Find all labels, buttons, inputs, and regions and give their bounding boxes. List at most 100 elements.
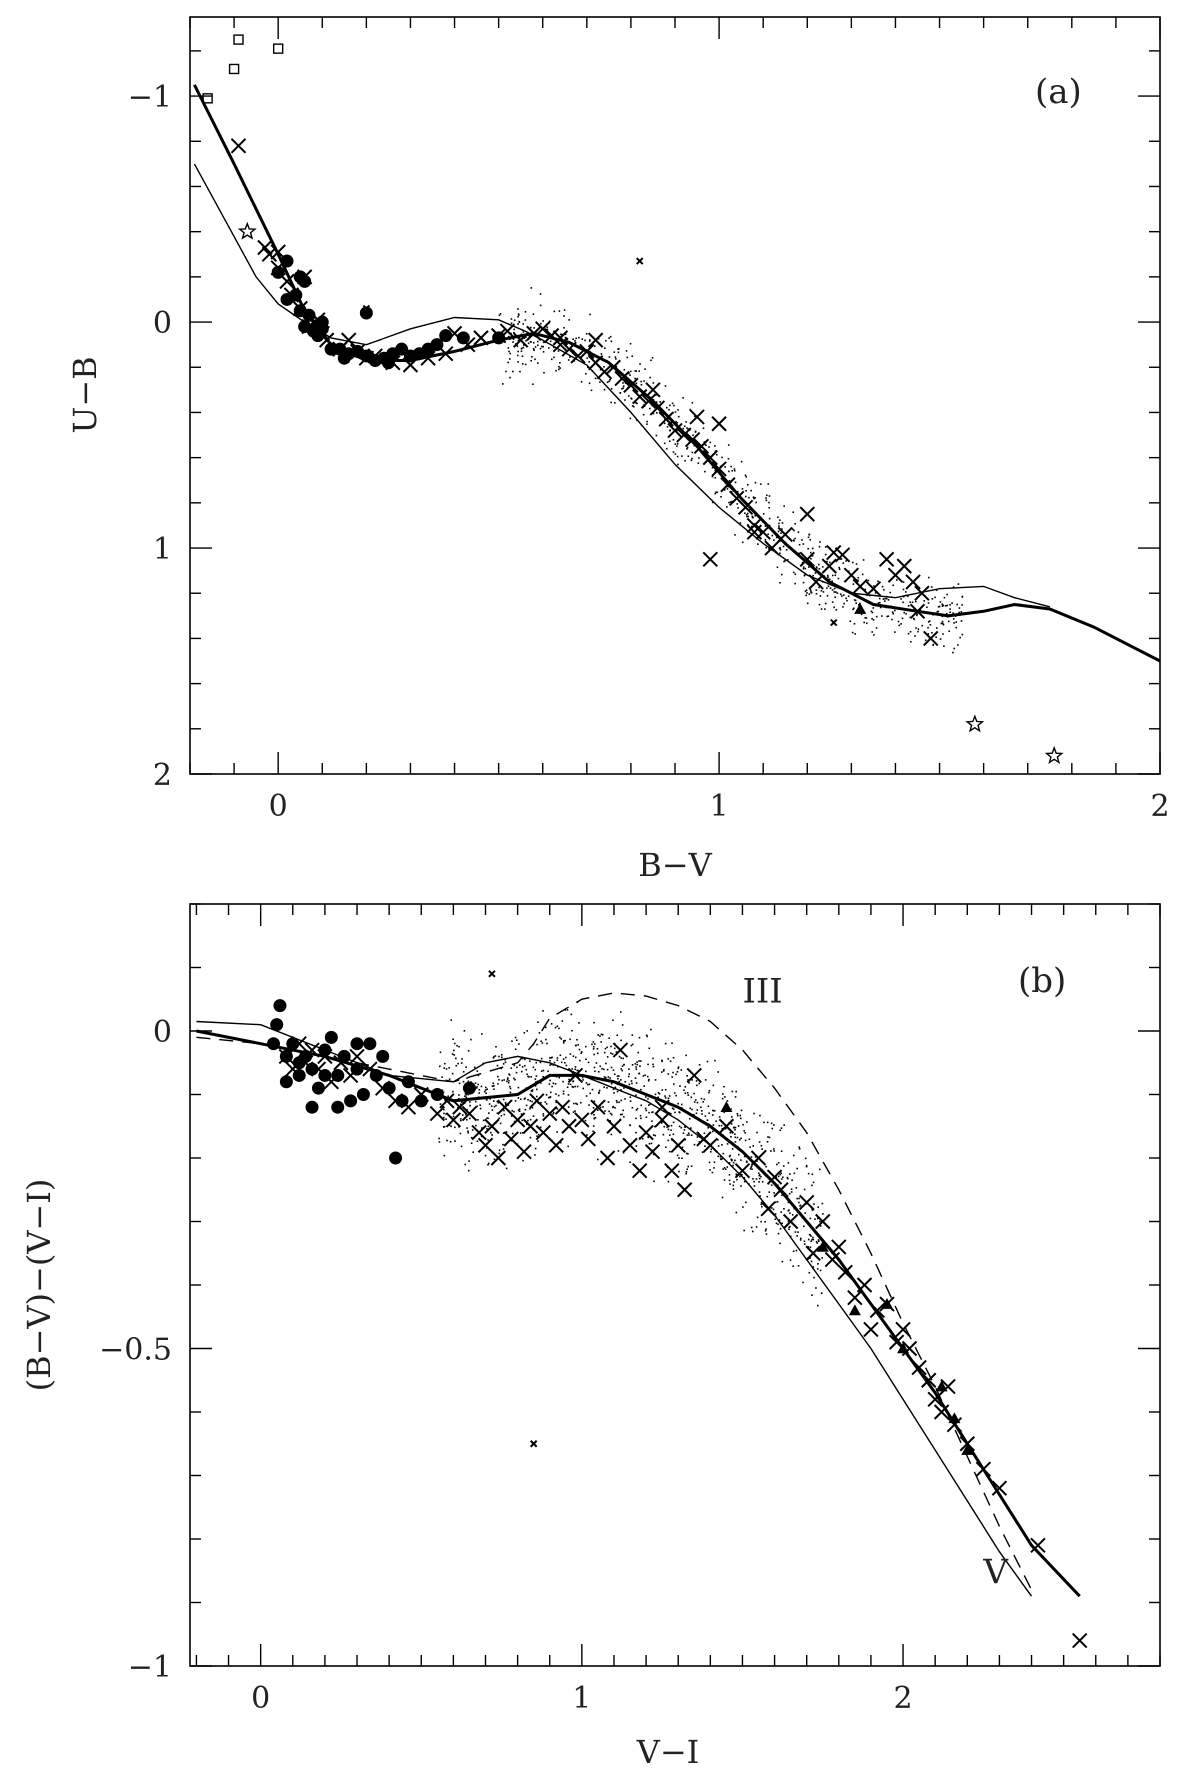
field-star-dot bbox=[728, 470, 730, 473]
field-star-dot bbox=[907, 632, 910, 635]
field-star-dot bbox=[508, 1073, 510, 1075]
field-star-dot bbox=[672, 451, 675, 453]
field-star-dot bbox=[645, 1109, 648, 1112]
field-star-dot bbox=[547, 1096, 550, 1099]
field-star-dot bbox=[746, 1121, 748, 1123]
field-star-dot bbox=[935, 627, 938, 629]
field-star-dot bbox=[623, 1116, 625, 1118]
field-star-dot bbox=[589, 1092, 591, 1095]
field-star-dot bbox=[515, 1071, 518, 1074]
x-marker bbox=[579, 343, 595, 360]
field-star-dot bbox=[458, 1082, 461, 1085]
field-star-dot bbox=[690, 459, 693, 462]
field-star-dot bbox=[838, 568, 841, 571]
field-star-dot bbox=[681, 455, 683, 457]
field-star-dot bbox=[768, 506, 771, 509]
field-star-dot bbox=[646, 1075, 649, 1078]
field-star-dot bbox=[766, 1140, 769, 1143]
field-star-dot bbox=[809, 1217, 812, 1220]
field-star-dot bbox=[648, 1047, 651, 1050]
field-star-dot bbox=[674, 443, 677, 445]
x-marker bbox=[452, 1099, 468, 1115]
field-star-dot bbox=[617, 1077, 619, 1080]
field-star-dot bbox=[779, 1173, 781, 1176]
field-star-dot bbox=[559, 367, 561, 369]
x-marker-stroke bbox=[826, 544, 842, 561]
field-star-dot bbox=[545, 1094, 548, 1096]
field-star-dot bbox=[678, 1125, 681, 1128]
field-star-dot bbox=[629, 1124, 631, 1127]
field-star-dot bbox=[687, 1153, 689, 1155]
field-star-dot bbox=[640, 380, 642, 383]
x-marker bbox=[552, 336, 569, 353]
field-star-dot bbox=[538, 1032, 541, 1034]
field-star-dot bbox=[486, 1117, 488, 1120]
field-star-dot bbox=[650, 1142, 653, 1145]
filled-circle-marker bbox=[401, 1075, 415, 1089]
field-star-dot bbox=[664, 385, 667, 387]
x-marker bbox=[605, 359, 621, 375]
field-star-dot bbox=[536, 1088, 538, 1091]
field-star-dot bbox=[765, 546, 767, 549]
field-star-dot bbox=[487, 1163, 489, 1166]
field-star-dot bbox=[655, 434, 658, 437]
panel-a-markers bbox=[202, 34, 1064, 765]
x-marker bbox=[852, 578, 868, 595]
field-star-dot bbox=[604, 1110, 606, 1112]
field-star-dot bbox=[953, 622, 955, 624]
field-star-dot bbox=[659, 401, 661, 403]
field-star-dot bbox=[687, 1132, 690, 1135]
field-star-dot bbox=[570, 1013, 573, 1016]
field-star-dot bbox=[678, 1170, 680, 1173]
field-star-dot bbox=[492, 1057, 495, 1059]
field-star-dot bbox=[872, 619, 875, 621]
x-marker-stroke bbox=[522, 1118, 539, 1134]
field-star-dot bbox=[691, 1108, 693, 1111]
x-marker-stroke bbox=[362, 1061, 378, 1077]
x-marker-stroke bbox=[895, 1321, 911, 1338]
field-star-dot bbox=[842, 606, 844, 608]
field-star-dot bbox=[652, 1063, 654, 1066]
field-star-dot bbox=[630, 1080, 633, 1082]
field-star-dot bbox=[627, 395, 630, 397]
x-marker bbox=[911, 1359, 927, 1376]
field-star-dot bbox=[622, 387, 625, 389]
field-star-dot bbox=[565, 1064, 568, 1067]
field-star-dot bbox=[794, 537, 796, 540]
field-star-dot bbox=[791, 1179, 793, 1182]
field-star-dot bbox=[483, 1090, 486, 1093]
filled-circle-marker bbox=[331, 1068, 345, 1082]
field-star-dot bbox=[807, 1172, 810, 1175]
field-star-dot bbox=[746, 484, 749, 486]
field-star-dot bbox=[530, 287, 533, 289]
field-star-dot bbox=[819, 595, 822, 597]
field-star-dot bbox=[730, 1123, 733, 1125]
field-star-dot bbox=[780, 1127, 783, 1129]
x-marker-stroke bbox=[439, 1093, 455, 1109]
x-marker bbox=[689, 409, 705, 425]
field-star-dot bbox=[574, 340, 576, 342]
field-star-dot bbox=[757, 543, 759, 546]
field-star-dot bbox=[514, 1048, 517, 1051]
x-marker-stroke bbox=[911, 1359, 927, 1376]
field-star-dot bbox=[755, 1178, 758, 1180]
x-marker-stroke bbox=[777, 526, 793, 543]
field-star-dot bbox=[700, 1097, 703, 1100]
field-star-dot bbox=[735, 1090, 738, 1093]
field-star-dot bbox=[652, 1057, 654, 1060]
field-star-dot bbox=[764, 538, 767, 541]
field-star-dot bbox=[809, 1257, 811, 1260]
field-star-dot bbox=[503, 1113, 506, 1116]
field-star-dot bbox=[764, 1221, 766, 1223]
field-star-dot bbox=[606, 381, 609, 384]
field-star-dot bbox=[567, 1083, 570, 1085]
field-star-dot bbox=[792, 571, 795, 574]
field-star-dot bbox=[634, 1077, 637, 1079]
field-star-dot bbox=[477, 1074, 480, 1077]
field-star-dot bbox=[706, 1119, 709, 1122]
field-star-dot bbox=[574, 1056, 577, 1059]
field-star-dot bbox=[523, 1031, 526, 1034]
field-star-dot bbox=[531, 356, 533, 358]
field-star-dot bbox=[677, 409, 679, 411]
field-star-dot bbox=[635, 1082, 638, 1084]
